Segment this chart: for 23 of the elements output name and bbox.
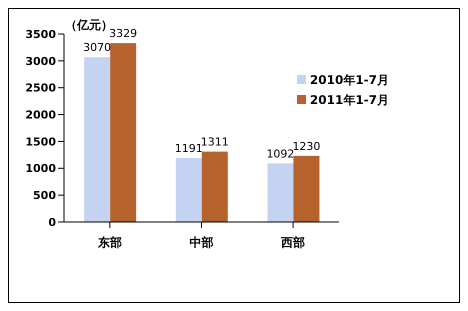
bar <box>202 152 228 222</box>
bar <box>110 43 136 222</box>
legend-label: 2011年1-7月 <box>310 93 389 107</box>
bar <box>293 156 320 222</box>
bar <box>84 57 110 222</box>
bar <box>176 158 202 222</box>
y-tick-label: 1000 <box>25 162 56 176</box>
legend-label: 2010年1-7月 <box>310 73 389 87</box>
y-tick-label: 2500 <box>25 82 56 95</box>
y-tick-label: 3500 <box>25 28 56 41</box>
y-tick-label: 1500 <box>25 135 56 148</box>
data-label: 1230 <box>292 140 320 153</box>
y-tick-label: 3000 <box>25 54 56 68</box>
y-tick-label: 0 <box>48 216 56 229</box>
x-tick-label: 东部 <box>96 236 122 250</box>
y-tick-label: 500 <box>33 189 56 202</box>
bar <box>267 163 294 222</box>
y-tick-label: 2000 <box>25 108 56 122</box>
x-tick-label: 中部 <box>189 236 214 250</box>
data-label: 1311 <box>200 136 229 149</box>
data-label: 1092 <box>266 147 294 160</box>
x-tick-label: 西部 <box>280 236 306 250</box>
data-label: 1191 <box>174 142 203 156</box>
